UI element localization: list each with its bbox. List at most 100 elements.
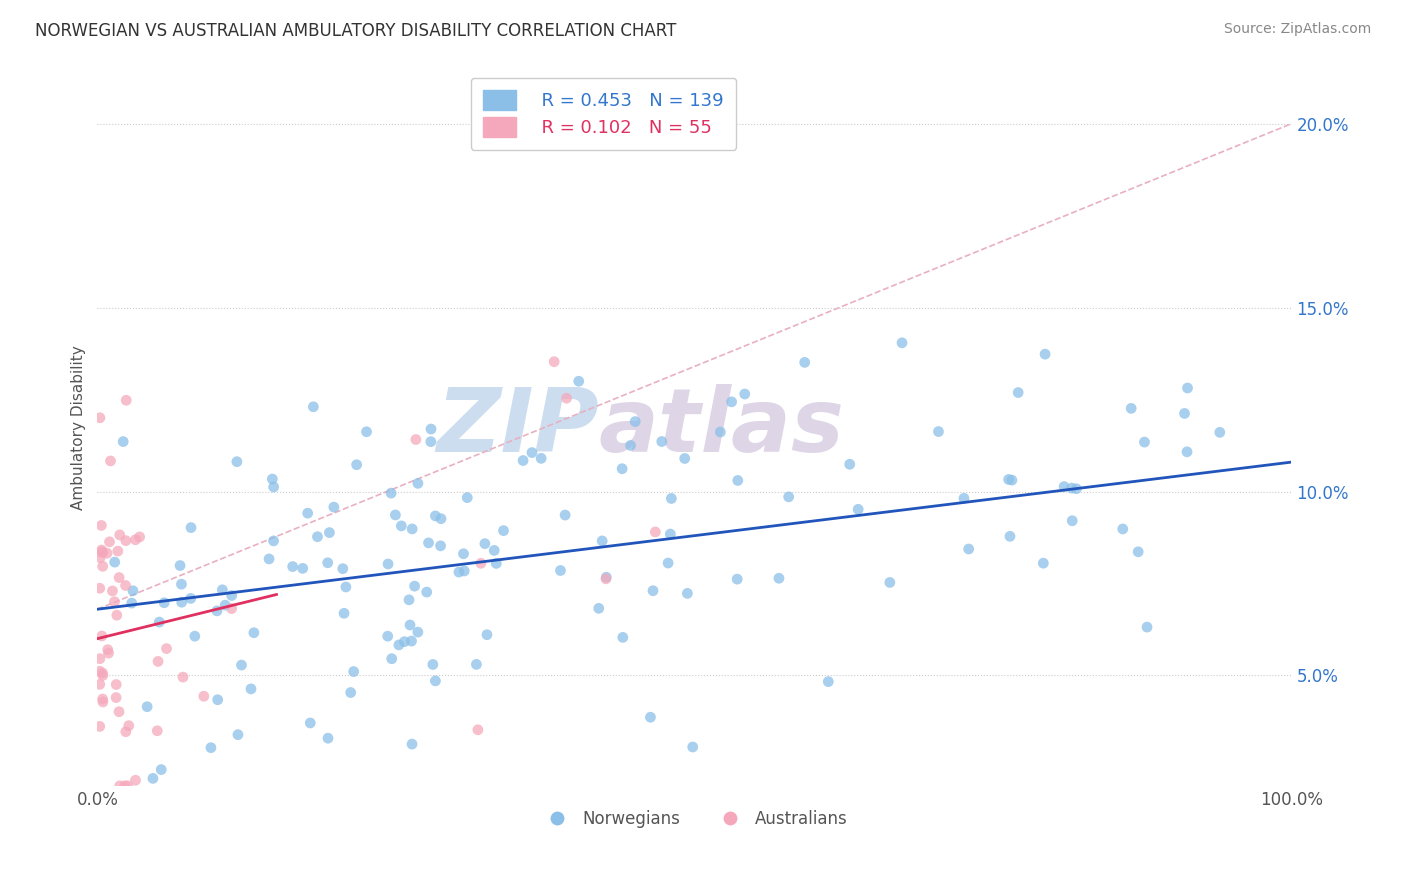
- Point: [492, 524, 515, 538]
- Point: [1173, 406, 1195, 420]
- Point: [155, 641, 177, 656]
- Point: [148, 615, 170, 629]
- Point: [641, 583, 664, 598]
- Point: [153, 596, 176, 610]
- Point: [419, 434, 441, 449]
- Point: [389, 519, 412, 533]
- Point: [101, 583, 124, 598]
- Point: [91, 695, 114, 709]
- Point: [659, 527, 682, 541]
- Point: [1053, 479, 1076, 493]
- Point: [91, 692, 114, 706]
- Point: [89, 581, 111, 595]
- Point: [103, 595, 125, 609]
- Point: [221, 601, 243, 615]
- Point: [180, 520, 202, 534]
- Point: [485, 557, 508, 571]
- Point: [425, 508, 447, 523]
- Point: [107, 544, 129, 558]
- Point: [381, 651, 404, 665]
- Point: [211, 582, 233, 597]
- Point: [89, 550, 111, 565]
- Point: [1175, 445, 1198, 459]
- Point: [333, 607, 356, 621]
- Point: [927, 425, 949, 439]
- Point: [474, 536, 496, 550]
- Point: [316, 731, 339, 746]
- Point: [226, 728, 249, 742]
- Point: [299, 715, 322, 730]
- Point: [453, 564, 475, 578]
- Point: [673, 451, 696, 466]
- Point: [90, 543, 112, 558]
- Point: [595, 570, 617, 584]
- Point: [146, 723, 169, 738]
- Point: [307, 530, 329, 544]
- Point: [838, 457, 860, 471]
- Point: [727, 474, 749, 488]
- Point: [467, 723, 489, 737]
- Point: [96, 546, 118, 560]
- Point: [1177, 381, 1199, 395]
- Point: [243, 625, 266, 640]
- Point: [1032, 556, 1054, 570]
- Point: [108, 570, 131, 584]
- Point: [651, 434, 673, 449]
- Y-axis label: Ambulatory Disability: Ambulatory Disability: [72, 345, 86, 509]
- Point: [447, 565, 470, 579]
- Point: [124, 773, 146, 788]
- Point: [388, 638, 411, 652]
- Point: [1007, 385, 1029, 400]
- Point: [998, 529, 1021, 543]
- Legend: Norwegians, Australians: Norwegians, Australians: [534, 804, 855, 835]
- Point: [709, 425, 731, 439]
- Point: [891, 335, 914, 350]
- Point: [768, 571, 790, 585]
- Point: [146, 654, 169, 668]
- Point: [316, 556, 339, 570]
- Point: [465, 657, 488, 672]
- Point: [118, 719, 141, 733]
- Point: [1060, 481, 1083, 495]
- Point: [172, 670, 194, 684]
- Point: [568, 374, 591, 388]
- Point: [817, 674, 839, 689]
- Point: [281, 559, 304, 574]
- Text: atlas: atlas: [599, 384, 845, 471]
- Point: [846, 502, 869, 516]
- Point: [640, 710, 662, 724]
- Point: [420, 422, 443, 436]
- Point: [136, 699, 159, 714]
- Point: [512, 453, 534, 467]
- Point: [682, 739, 704, 754]
- Point: [98, 534, 121, 549]
- Point: [644, 524, 666, 539]
- Point: [105, 690, 128, 705]
- Point: [170, 577, 193, 591]
- Point: [221, 589, 243, 603]
- Point: [104, 555, 127, 569]
- Point: [114, 724, 136, 739]
- Point: [404, 579, 426, 593]
- Point: [520, 445, 543, 459]
- Point: [207, 692, 229, 706]
- Point: [112, 434, 135, 449]
- Point: [657, 556, 679, 570]
- Point: [475, 628, 498, 642]
- Point: [105, 677, 128, 691]
- Point: [117, 779, 139, 793]
- Point: [1001, 473, 1024, 487]
- Point: [150, 763, 173, 777]
- Point: [89, 677, 111, 691]
- Point: [90, 629, 112, 643]
- Point: [1066, 482, 1088, 496]
- Point: [543, 354, 565, 368]
- Point: [377, 629, 399, 643]
- Point: [89, 719, 111, 733]
- Point: [343, 665, 366, 679]
- Point: [332, 562, 354, 576]
- Point: [377, 557, 399, 571]
- Point: [356, 425, 378, 439]
- Point: [725, 572, 748, 586]
- Point: [214, 598, 236, 612]
